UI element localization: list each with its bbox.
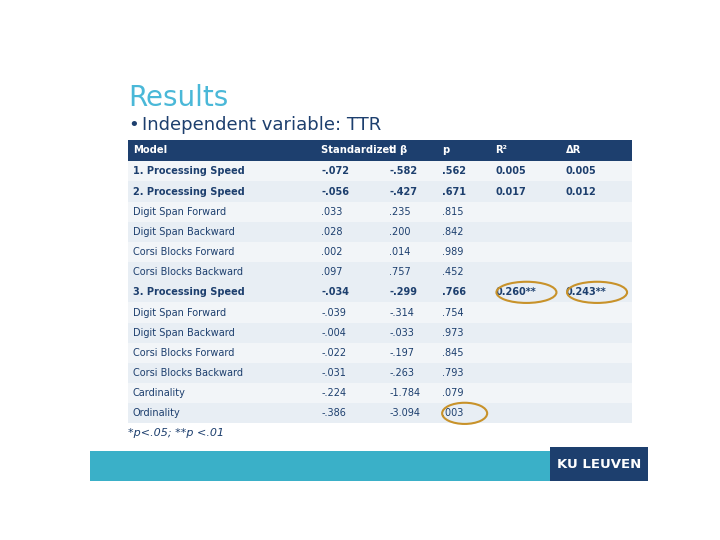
Text: .973: .973	[442, 328, 464, 338]
FancyBboxPatch shape	[128, 181, 632, 201]
FancyBboxPatch shape	[128, 322, 632, 343]
Text: .757: .757	[390, 267, 411, 277]
Text: .014: .014	[390, 247, 410, 257]
Text: -.314: -.314	[390, 307, 414, 318]
Text: -.039: -.039	[321, 307, 346, 318]
FancyBboxPatch shape	[550, 447, 648, 481]
Text: •: •	[128, 116, 139, 133]
Text: Digit Span Backward: Digit Span Backward	[133, 328, 235, 338]
Text: .033: .033	[321, 207, 343, 217]
Text: .842: .842	[442, 227, 464, 237]
Text: 0.260**: 0.260**	[495, 287, 536, 298]
Text: -1.784: -1.784	[390, 388, 420, 398]
Text: Standardized β: Standardized β	[321, 145, 408, 156]
Text: Corsi Blocks Forward: Corsi Blocks Forward	[133, 348, 235, 358]
Text: .815: .815	[442, 207, 464, 217]
Text: .766: .766	[442, 287, 467, 298]
Text: .028: .028	[321, 227, 343, 237]
Text: Digit Span Backward: Digit Span Backward	[133, 227, 235, 237]
FancyBboxPatch shape	[128, 302, 632, 322]
Text: 3. Processing Speed: 3. Processing Speed	[133, 287, 245, 298]
Text: -.004: -.004	[321, 328, 346, 338]
Text: Corsi Blocks Backward: Corsi Blocks Backward	[133, 267, 243, 277]
Text: .754: .754	[442, 307, 464, 318]
Text: Digit Span Forward: Digit Span Forward	[133, 307, 226, 318]
Text: .003: .003	[442, 408, 464, 418]
Text: .671: .671	[442, 186, 467, 197]
Text: -.034: -.034	[321, 287, 349, 298]
Text: -3.094: -3.094	[390, 408, 420, 418]
Text: -.263: -.263	[390, 368, 414, 378]
Text: .200: .200	[390, 227, 410, 237]
Text: Corsi Blocks Backward: Corsi Blocks Backward	[133, 368, 243, 378]
Text: 0.017: 0.017	[495, 186, 526, 197]
Text: Cardinality: Cardinality	[133, 388, 186, 398]
Text: -.427: -.427	[390, 186, 417, 197]
Text: -.197: -.197	[390, 348, 414, 358]
Text: -.299: -.299	[390, 287, 417, 298]
Text: Model: Model	[133, 145, 167, 156]
FancyBboxPatch shape	[128, 242, 632, 262]
Text: R²: R²	[495, 145, 507, 156]
Text: Results: Results	[128, 84, 228, 112]
Text: -.072: -.072	[321, 166, 349, 177]
FancyBboxPatch shape	[128, 282, 632, 302]
Text: .845: .845	[442, 348, 464, 358]
Text: Corsi Blocks Forward: Corsi Blocks Forward	[133, 247, 235, 257]
FancyBboxPatch shape	[128, 140, 632, 161]
Text: -.224: -.224	[321, 388, 346, 398]
Text: .097: .097	[321, 267, 343, 277]
FancyBboxPatch shape	[128, 363, 632, 383]
Text: Digit Span Forward: Digit Span Forward	[133, 207, 226, 217]
Text: .793: .793	[442, 368, 464, 378]
Text: Independent variable: TTR: Independent variable: TTR	[142, 116, 381, 133]
Text: .002: .002	[321, 247, 343, 257]
Text: -.386: -.386	[321, 408, 346, 418]
Text: *p<.05; **p <.01: *p<.05; **p <.01	[128, 428, 224, 438]
FancyBboxPatch shape	[128, 222, 632, 242]
Text: Ordinality: Ordinality	[133, 408, 181, 418]
Text: 0.005: 0.005	[495, 166, 526, 177]
Text: -.022: -.022	[321, 348, 346, 358]
Text: ΔR: ΔR	[566, 145, 581, 156]
FancyBboxPatch shape	[128, 383, 632, 403]
Text: 2. Processing Speed: 2. Processing Speed	[133, 186, 245, 197]
Text: -.031: -.031	[321, 368, 346, 378]
Text: KU LEUVEN: KU LEUVEN	[557, 458, 642, 471]
Text: .235: .235	[390, 207, 411, 217]
Text: 0.005: 0.005	[566, 166, 597, 177]
FancyBboxPatch shape	[128, 262, 632, 282]
FancyBboxPatch shape	[128, 161, 632, 181]
Text: .452: .452	[442, 267, 464, 277]
Text: .079: .079	[442, 388, 464, 398]
Text: -.582: -.582	[390, 166, 418, 177]
FancyBboxPatch shape	[90, 451, 648, 481]
Text: -.056: -.056	[321, 186, 349, 197]
Text: .989: .989	[442, 247, 464, 257]
FancyBboxPatch shape	[128, 403, 632, 423]
Text: t: t	[390, 145, 394, 156]
Text: p: p	[442, 145, 449, 156]
Text: .562: .562	[442, 166, 467, 177]
Text: 0.243**: 0.243**	[566, 287, 606, 298]
FancyBboxPatch shape	[128, 343, 632, 363]
Text: 1. Processing Speed: 1. Processing Speed	[133, 166, 245, 177]
Text: 0.012: 0.012	[566, 186, 597, 197]
FancyBboxPatch shape	[128, 201, 632, 222]
Text: -.033: -.033	[390, 328, 414, 338]
